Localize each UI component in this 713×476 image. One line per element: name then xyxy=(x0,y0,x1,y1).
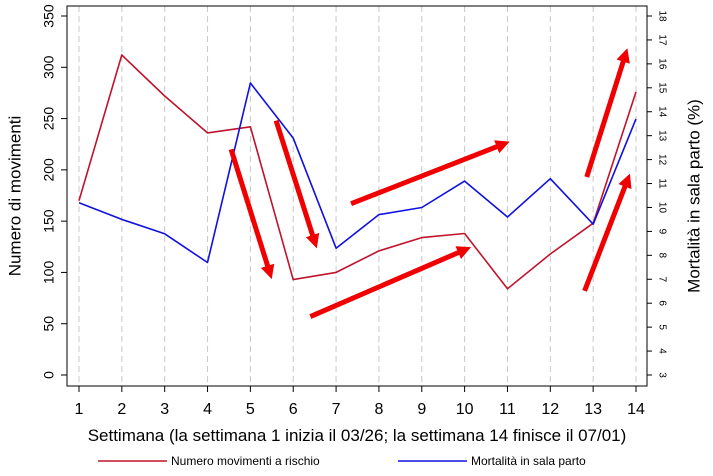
x-tick-label: 14 xyxy=(627,401,645,418)
annotation-arrows xyxy=(228,48,632,319)
legend-label-delivery-mortality: Mortalità in sala parto xyxy=(471,454,586,468)
y-left-tick-label: 250 xyxy=(41,107,57,131)
x-tick-label: 10 xyxy=(456,401,474,418)
y-axis-right-title: Mortalità in sala parto (%) xyxy=(684,99,703,293)
x-tick-label: 6 xyxy=(289,401,298,418)
x-tick-label: 11 xyxy=(499,401,516,418)
annotation-arrow-2 xyxy=(309,246,472,319)
annotation-arrow-4 xyxy=(582,173,632,292)
y-left-tick-label: 300 xyxy=(41,55,57,79)
y-right-tick-label: 9 xyxy=(656,229,667,235)
y-right-tick-label: 12 xyxy=(656,154,667,166)
grid-lines xyxy=(78,6,637,386)
y-axis-left-title: Numero di movimenti xyxy=(5,116,24,277)
y-right-tick-label: 11 xyxy=(656,178,667,189)
y-left-tick-label: 150 xyxy=(41,209,57,233)
y-left-tick-label: 0 xyxy=(41,371,57,379)
legend-label-risk-movements: Numero movimenti a rischio xyxy=(171,454,320,468)
x-axis: 1 2 3 4 5 6 7 8 9 10 11 12 13 14 xyxy=(75,386,645,418)
legend: Numero movimenti a rischio Mortalità in … xyxy=(98,454,586,468)
x-tick-label: 4 xyxy=(203,401,212,418)
x-tick-label: 13 xyxy=(584,401,602,418)
y-right-tick-label: 16 xyxy=(656,58,667,70)
x-tick-label: 9 xyxy=(417,401,426,418)
series-lines xyxy=(78,54,637,290)
y-right-tick-label: 6 xyxy=(656,300,667,306)
x-tick-label: 2 xyxy=(117,401,126,418)
x-tick-label: 12 xyxy=(541,401,559,418)
x-tick-label: 8 xyxy=(374,401,383,418)
x-tick-label: 7 xyxy=(332,401,341,418)
y-left-tick-label: 100 xyxy=(41,261,57,285)
annotation-arrow-1 xyxy=(273,119,320,249)
x-tick-label: 5 xyxy=(246,401,255,418)
y-right-tick-label: 10 xyxy=(656,202,667,214)
y-right-tick-label: 13 xyxy=(656,130,667,142)
series-line-1 xyxy=(78,82,637,264)
right-y-axis: 3 4 5 6 7 8 9 10 11 12 13 14 15 16 17 18 xyxy=(647,10,667,378)
annotation-arrow-3 xyxy=(350,140,510,207)
y-left-tick-label: 50 xyxy=(41,316,57,332)
y-right-tick-label: 14 xyxy=(656,106,667,118)
y-left-tick-label: 350 xyxy=(41,4,57,28)
annotation-arrow-5 xyxy=(584,48,630,178)
y-right-tick-label: 15 xyxy=(656,82,667,94)
y-right-tick-label: 18 xyxy=(656,10,667,22)
y-right-tick-label: 7 xyxy=(656,276,667,282)
series-line-0 xyxy=(78,54,637,290)
plot-frame xyxy=(66,5,648,387)
y-right-tick-label: 5 xyxy=(656,324,667,330)
left-y-axis: 0 50 100 150 200 250 300 350 xyxy=(41,4,67,379)
y-right-tick-label: 8 xyxy=(656,253,667,259)
annotation-arrow-0 xyxy=(228,148,275,280)
y-right-tick-label: 17 xyxy=(656,34,667,46)
y-right-tick-label: 4 xyxy=(656,348,667,354)
x-axis-title: Settimana (la settimana 1 inizia il 03/2… xyxy=(88,426,627,445)
x-tick-label: 3 xyxy=(160,401,169,418)
y-left-tick-label: 200 xyxy=(41,158,57,182)
x-tick-label: 1 xyxy=(75,401,84,418)
y-right-tick-label: 3 xyxy=(656,372,667,378)
